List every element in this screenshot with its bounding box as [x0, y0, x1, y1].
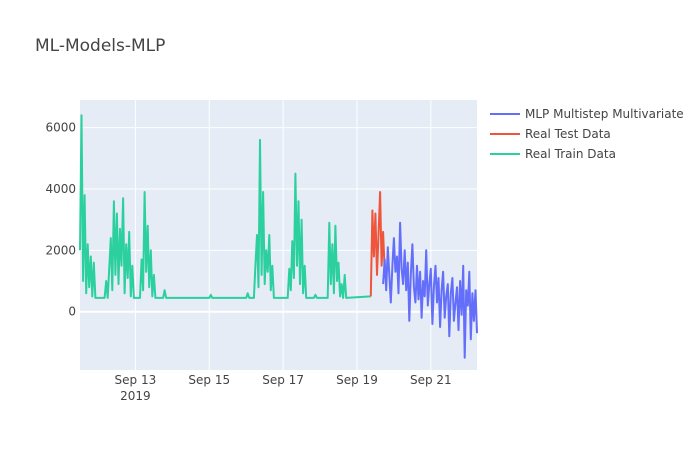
- x-tick-label: Sep 17: [262, 373, 304, 387]
- x-axis-tick-labels: Sep 13 2019 Sep 15 Sep 17 Sep 19 Sep 21: [115, 373, 452, 403]
- legend-label: MLP Multistep Multivariate: [525, 107, 684, 121]
- x-tick-label: Sep 15: [188, 373, 230, 387]
- legend-item-mlp-multistep-multivariate[interactable]: MLP Multistep Multivariate: [490, 107, 684, 121]
- y-axis-tick-labels: 0 2000 4000 6000: [45, 121, 76, 319]
- series-line-mlp-multistep-multivariate: [382, 221, 478, 359]
- legend-label: Real Train Data: [525, 147, 616, 161]
- y-tick-label: 2000: [45, 243, 76, 257]
- plot-area: [80, 100, 477, 370]
- series-layer: [79, 114, 478, 359]
- legend[interactable]: MLP Multistep Multivariate Real Test Data…: [490, 107, 684, 161]
- legend-item-real-test-data[interactable]: Real Test Data: [490, 127, 611, 141]
- chart-title: ML-Models-MLP: [35, 36, 165, 56]
- x-tick-label: Sep 13: [115, 373, 157, 387]
- y-tick-label: 6000: [45, 121, 76, 135]
- x-tick-label: Sep 19: [336, 373, 378, 387]
- x-gridlines: [134, 100, 432, 370]
- y-tick-label: 4000: [45, 182, 76, 196]
- x-tick-label: Sep 21: [410, 373, 452, 387]
- series-line-real-test-data: [369, 191, 386, 297]
- legend-item-real-train-data[interactable]: Real Train Data: [490, 147, 616, 161]
- legend-label: Real Test Data: [525, 127, 611, 141]
- x-tick-sublabel: 2019: [120, 389, 151, 403]
- y-tick-label: 0: [68, 305, 76, 319]
- series-line-real-train-data: [79, 114, 371, 299]
